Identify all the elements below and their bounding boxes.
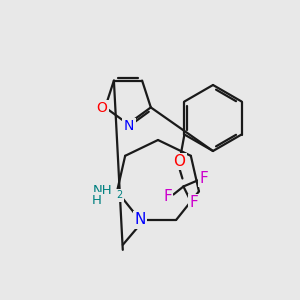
Text: NH: NH <box>93 184 113 197</box>
Text: N: N <box>124 119 134 133</box>
Text: F: F <box>189 195 198 210</box>
Text: F: F <box>163 189 172 204</box>
Text: O: O <box>173 154 185 169</box>
Text: O: O <box>97 101 108 116</box>
Text: H: H <box>92 194 102 207</box>
Text: F: F <box>199 171 208 186</box>
Text: N: N <box>134 212 146 227</box>
Text: 2: 2 <box>116 190 122 200</box>
